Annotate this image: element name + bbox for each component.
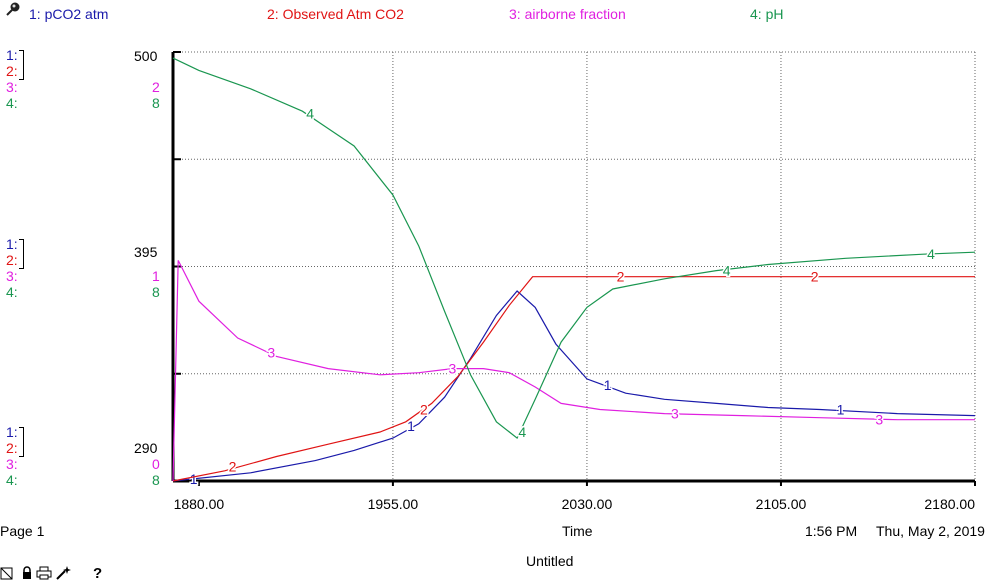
scale-label-3: 3: bbox=[6, 79, 18, 95]
scale-bracket bbox=[19, 427, 24, 457]
help-icon[interactable]: ? bbox=[93, 565, 103, 582]
scale-label-4: 4: bbox=[6, 284, 18, 300]
document-title: Untitled bbox=[526, 553, 574, 569]
x-tick-label: 2180.00 bbox=[924, 496, 975, 512]
scale-value-airborne-min: 0 bbox=[152, 456, 160, 472]
series-marker: 3 bbox=[875, 412, 883, 428]
lock-icon[interactable] bbox=[21, 566, 33, 580]
series-line bbox=[172, 276, 975, 482]
scale-value-pco2-min: 290 bbox=[134, 440, 158, 456]
series-marker: 4 bbox=[927, 246, 935, 262]
series-marker: 1 bbox=[604, 377, 612, 393]
scale-value-pco2-max: 500 bbox=[134, 48, 158, 64]
x-tick-label: 2030.00 bbox=[562, 496, 613, 512]
legend-item-ph: 4: pH bbox=[750, 6, 784, 22]
series-marker: 2 bbox=[420, 402, 428, 418]
scale-label-4: 4: bbox=[6, 95, 18, 111]
series-marker: 2 bbox=[617, 269, 625, 285]
scale-label-3: 3: bbox=[6, 268, 18, 284]
series-marker: 1 bbox=[190, 471, 198, 487]
series-marker: 2 bbox=[811, 269, 819, 285]
scale-label-1: 1: bbox=[6, 47, 18, 63]
scale-value-pco2-mid: 395 bbox=[134, 244, 158, 260]
series-marker: 3 bbox=[449, 361, 457, 377]
scale-bracket bbox=[19, 239, 24, 269]
series-line bbox=[172, 57, 976, 440]
x-tick-label: 2105.00 bbox=[756, 496, 807, 512]
note-icon[interactable] bbox=[0, 566, 14, 580]
series-marker: 4 bbox=[306, 105, 314, 121]
scale-label-2: 2: bbox=[6, 63, 18, 79]
legend-item-pco2: 1: pCO2 atm bbox=[29, 6, 109, 22]
series-line bbox=[172, 290, 976, 482]
scale-value-ph-min: 8 bbox=[152, 472, 160, 488]
scale-value-ph-max: 8 bbox=[152, 95, 160, 111]
scale-value-ph-mid: 8 bbox=[152, 284, 160, 300]
scale-value-airborne-mid: 1 bbox=[152, 268, 160, 284]
legend-item-airborne-fraction: 3: airborne fraction bbox=[509, 6, 626, 22]
scale-label-3: 3: bbox=[6, 456, 18, 472]
series-marker: 2 bbox=[229, 459, 237, 475]
series-marker: 3 bbox=[267, 344, 275, 360]
print-icon[interactable] bbox=[36, 566, 52, 580]
page-label: Page 1 bbox=[0, 523, 45, 539]
scale-bracket bbox=[19, 50, 24, 80]
timestamp-time: 1:56 PM bbox=[805, 523, 858, 539]
pin-icon[interactable] bbox=[5, 1, 21, 17]
scale-label-1: 1: bbox=[6, 424, 18, 440]
wand-icon[interactable] bbox=[55, 565, 71, 581]
timestamp-date: Thu, May 2, 2019 bbox=[876, 523, 985, 539]
series-marker: 3 bbox=[671, 406, 679, 422]
series-line bbox=[172, 260, 975, 482]
x-axis-title: Time bbox=[562, 523, 593, 539]
x-tick-label: 1955.00 bbox=[368, 496, 419, 512]
scale-label-1: 1: bbox=[6, 236, 18, 252]
series-marker: 4 bbox=[723, 263, 731, 279]
x-tick-label: 1880.00 bbox=[174, 496, 225, 512]
series-marker: 1 bbox=[407, 418, 415, 434]
scale-value-airborne-max: 2 bbox=[152, 79, 160, 95]
series-marker: 4 bbox=[518, 424, 526, 440]
scale-label-2: 2: bbox=[6, 440, 18, 456]
scale-label-2: 2: bbox=[6, 252, 18, 268]
legend-item-observed-co2: 2: Observed Atm CO2 bbox=[267, 6, 404, 22]
series-marker: 1 bbox=[837, 402, 845, 418]
scale-label-4: 4: bbox=[6, 472, 18, 488]
